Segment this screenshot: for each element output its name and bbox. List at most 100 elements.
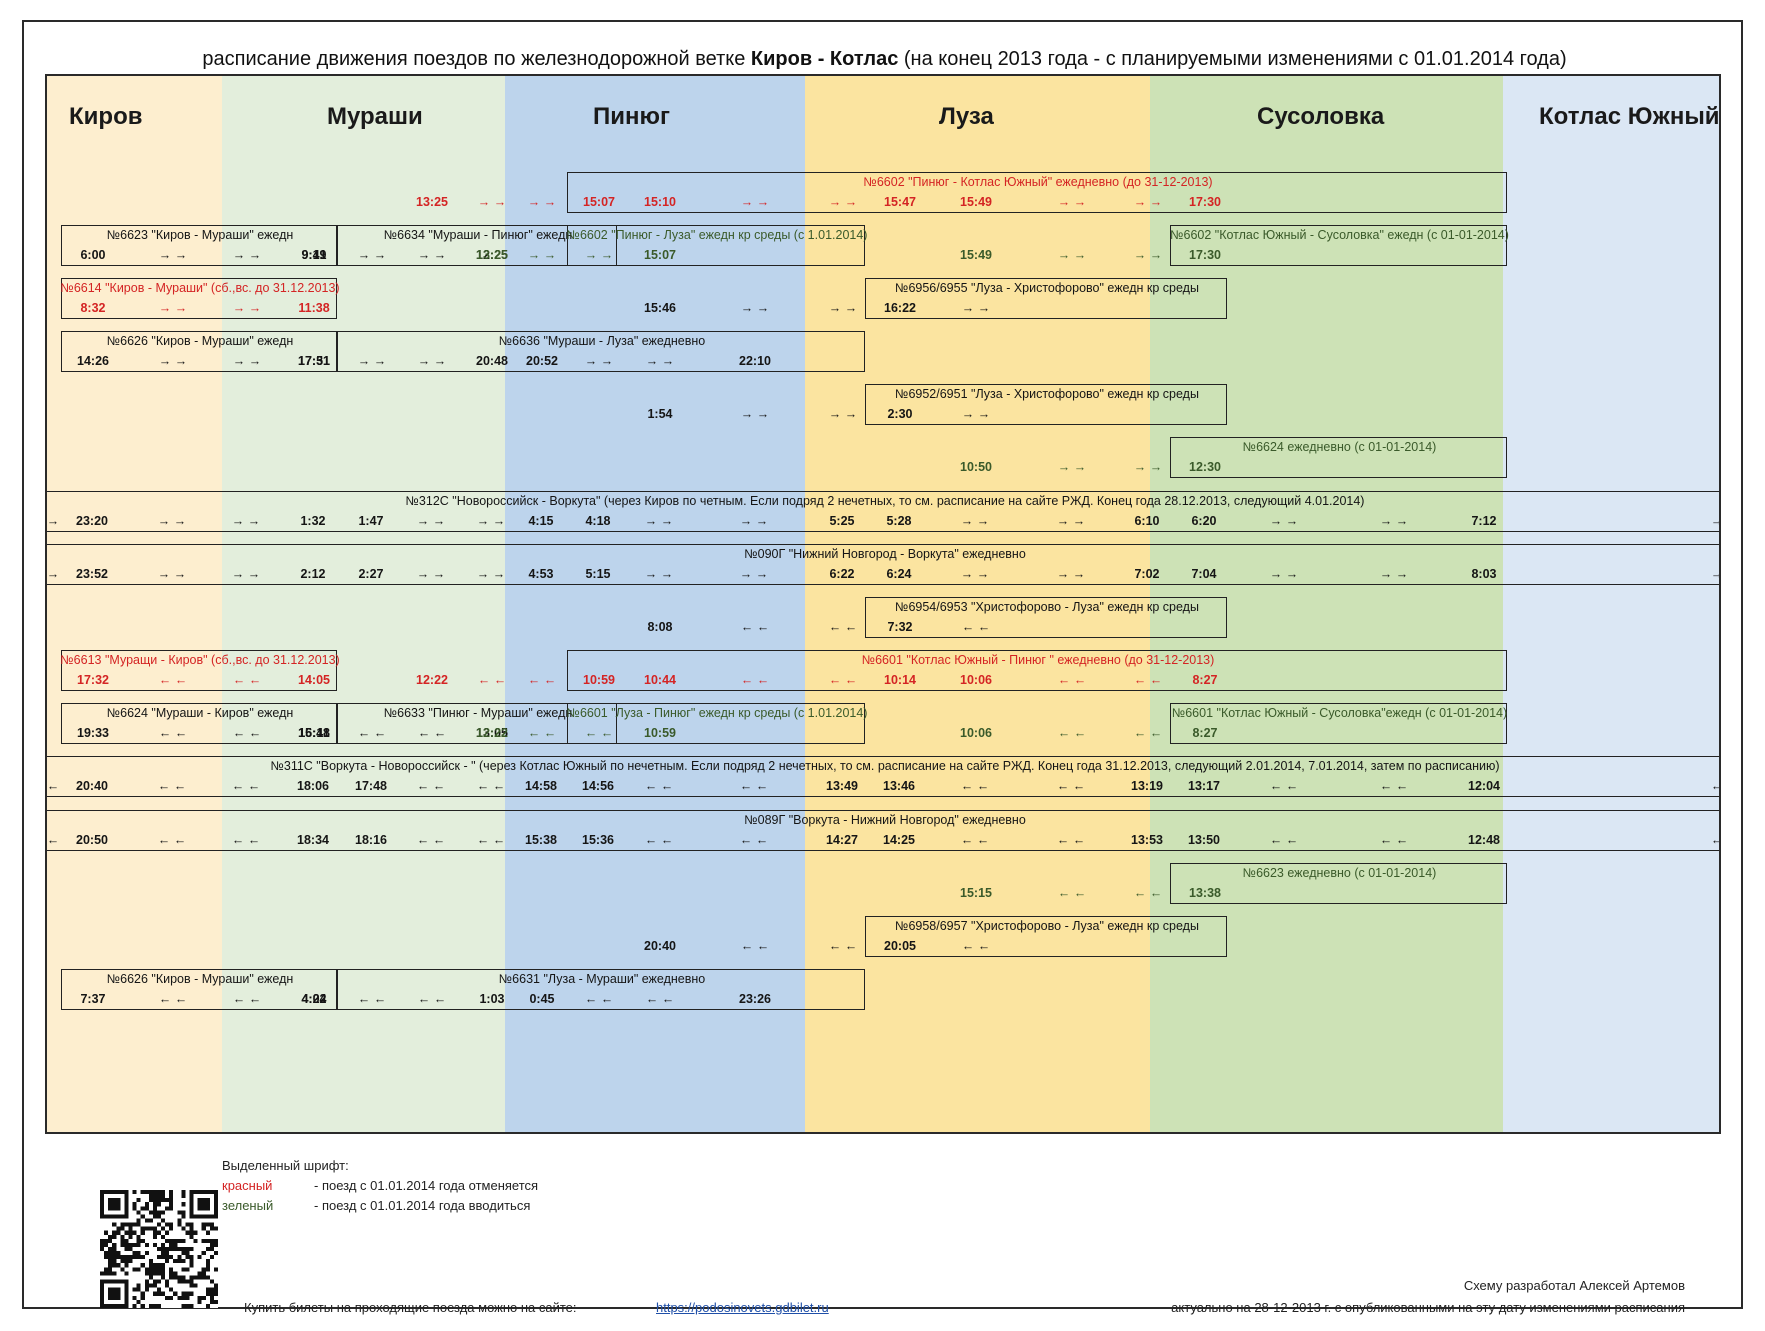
time-cell: 15:49 [960,248,992,262]
direction-arrow-icon: → → [527,248,557,262]
direction-arrow-icon: ← ← [740,673,770,687]
time-cell: 5:28 [886,514,912,528]
direction-arrow-icon: → [46,567,60,581]
direction-arrow-icon: ← ← [960,833,990,847]
time-cell: 4:15 [528,514,554,528]
direction-arrow-icon: ← ← [158,992,188,1006]
direction-arrow-icon: → → [1269,567,1299,581]
train-row: №6602 "Пинюг - Луза" ежедн кр среды (с 1… [476,225,868,266]
train-row: №6601 "Луза - Пинюг" ежедн кр среды (с 1… [476,703,868,744]
direction-arrow-icon: → → [739,514,769,528]
time-cell: 20:40 [644,939,676,953]
direction-arrow-icon: ← ← [527,726,557,740]
time-cell: 12:22 [416,673,448,687]
time-cell: 6:10 [1134,514,1160,528]
direction-arrow-icon: ← ← [417,726,447,740]
train-label: №6623 "Киров - Мураши" ежедн [106,228,294,242]
direction-arrow-icon: ← ← [960,779,990,793]
time-cell: 8:27 [1192,726,1218,740]
band-kotlas [1503,76,1719,1132]
direction-arrow-icon: ← ← [477,673,507,687]
time-cell: 17:30 [1189,195,1221,209]
direction-arrow-icon: → → [740,195,770,209]
direction-arrow-icon: → → [232,354,262,368]
train-label: №6601 "Луза - Пинюг" ежедн кр среды (с 1… [566,706,868,720]
time-cell: 6:22 [829,567,855,581]
direction-arrow-icon: → → [477,195,507,209]
time-cell: 14:25 [883,833,915,847]
time-cell: 22:10 [739,354,771,368]
station-murashi: Мураши [327,103,423,130]
direction-arrow-icon: → → [357,248,387,262]
time-cell: 13:17 [1188,779,1220,793]
station-kirov: Киров [69,103,143,130]
legend-green-text: - поезд с 01.01.2014 года вводиться [314,1198,531,1213]
direction-arrow-icon: ← ← [157,779,187,793]
direction-arrow-icon: → → [158,248,188,262]
train-label: №6602 "Пинюг - Луза" ежедн кр среды (с 1… [566,228,868,242]
time-cell: 8:03 [1471,567,1497,581]
time-cell: 13:25 [416,195,448,209]
time-cell: 17:30 [1189,248,1221,262]
tickets-link[interactable]: https://podosinovets.gdbilet.ru [656,1300,829,1315]
time-cell: 1:47 [358,514,384,528]
train-row: №6954/6953 "Христофорово - Луза" ежедн к… [647,597,1227,638]
time-cell: 17:32 [77,673,109,687]
time-cell: 13:05 [476,726,508,740]
direction-arrow-icon: ← ← [232,726,262,740]
direction-arrow-icon: → → [158,301,188,315]
time-cell: 20:40 [76,779,108,793]
time-cell: 17:31 [298,354,330,368]
train-row: №6602 "Котлас Южный - Сусоловка" ежедн (… [960,225,1509,266]
train-row: №6952/6951 "Луза - Христофорово" ежедн к… [647,384,1227,425]
time-cell: 9:41 [301,248,327,262]
direction-arrow-icon: → → [1379,567,1409,581]
time-cell: 15:07 [583,195,615,209]
train-label: №6624 "Мураши - Киров" ежедн [106,706,294,720]
direction-arrow-icon: → → [828,407,858,421]
train-row: №6626 "Киров - Мураши" ежедн 14:26 → → → → 1… [61,331,337,372]
direction-arrow-icon: → → [644,514,674,528]
time-cell: 15:38 [525,833,557,847]
direction-arrow-icon: ← ← [828,939,858,953]
time-cell: 16:11 [298,726,330,740]
direction-arrow-icon: ← ← [416,779,446,793]
direction-arrow-icon: ← [1711,833,1719,847]
direction-arrow-icon: → → [740,407,770,421]
time-cell: 19:33 [77,726,109,740]
direction-arrow-icon: ← ← [527,673,557,687]
direction-arrow-icon: → → [357,354,387,368]
time-cell: 5:15 [585,567,611,581]
time-cell: 15:10 [644,195,676,209]
time-cell: 15:07 [644,248,676,262]
time-cell: 13:38 [1189,886,1221,900]
direction-arrow-icon: → → [960,514,990,528]
time-cell: 12:48 [1468,833,1500,847]
time-cell: 18:16 [355,833,387,847]
time-cell: 10:50 [960,460,992,474]
train-row: №6636 "Мураши - Луза" ежедневно 17:51 → → →… [298,331,865,372]
station-luza: Луза [939,103,994,130]
train-row: №6602 "Пинюг - Котлас Южный" ежедневно (… [416,172,1507,213]
time-cell: 9:19 [301,248,327,262]
direction-arrow-icon: → → [961,301,991,315]
time-cell: 7:02 [1134,567,1160,581]
time-cell: 14:26 [77,354,109,368]
time-cell: 1:54 [647,407,673,421]
direction-arrow-icon: → → [584,248,614,262]
title-prefix: расписание движения поездов по железнодо… [202,48,751,70]
direction-arrow-icon: ← [1711,779,1719,793]
time-cell: 15:48 [298,726,330,740]
time-cell: 18:06 [297,779,329,793]
direction-arrow-icon: ← ← [1379,833,1409,847]
train-row: №6626 "Киров - Мураши" ежедн 7:37 ← ← ← ← 4:… [61,969,337,1010]
direction-arrow-icon: ← ← [157,833,187,847]
time-cell: 1:03 [479,992,505,1006]
direction-arrow-icon: → → [1379,514,1409,528]
direction-arrow-icon: ← ← [1379,779,1409,793]
direction-arrow-icon: ← ← [584,992,614,1006]
train-label: №6624 ежедневно (с 01-01-2014) [1242,440,1437,454]
time-cell: 14:27 [826,833,858,847]
time-cell: 15:49 [960,195,992,209]
time-cell: 10:44 [644,673,676,687]
